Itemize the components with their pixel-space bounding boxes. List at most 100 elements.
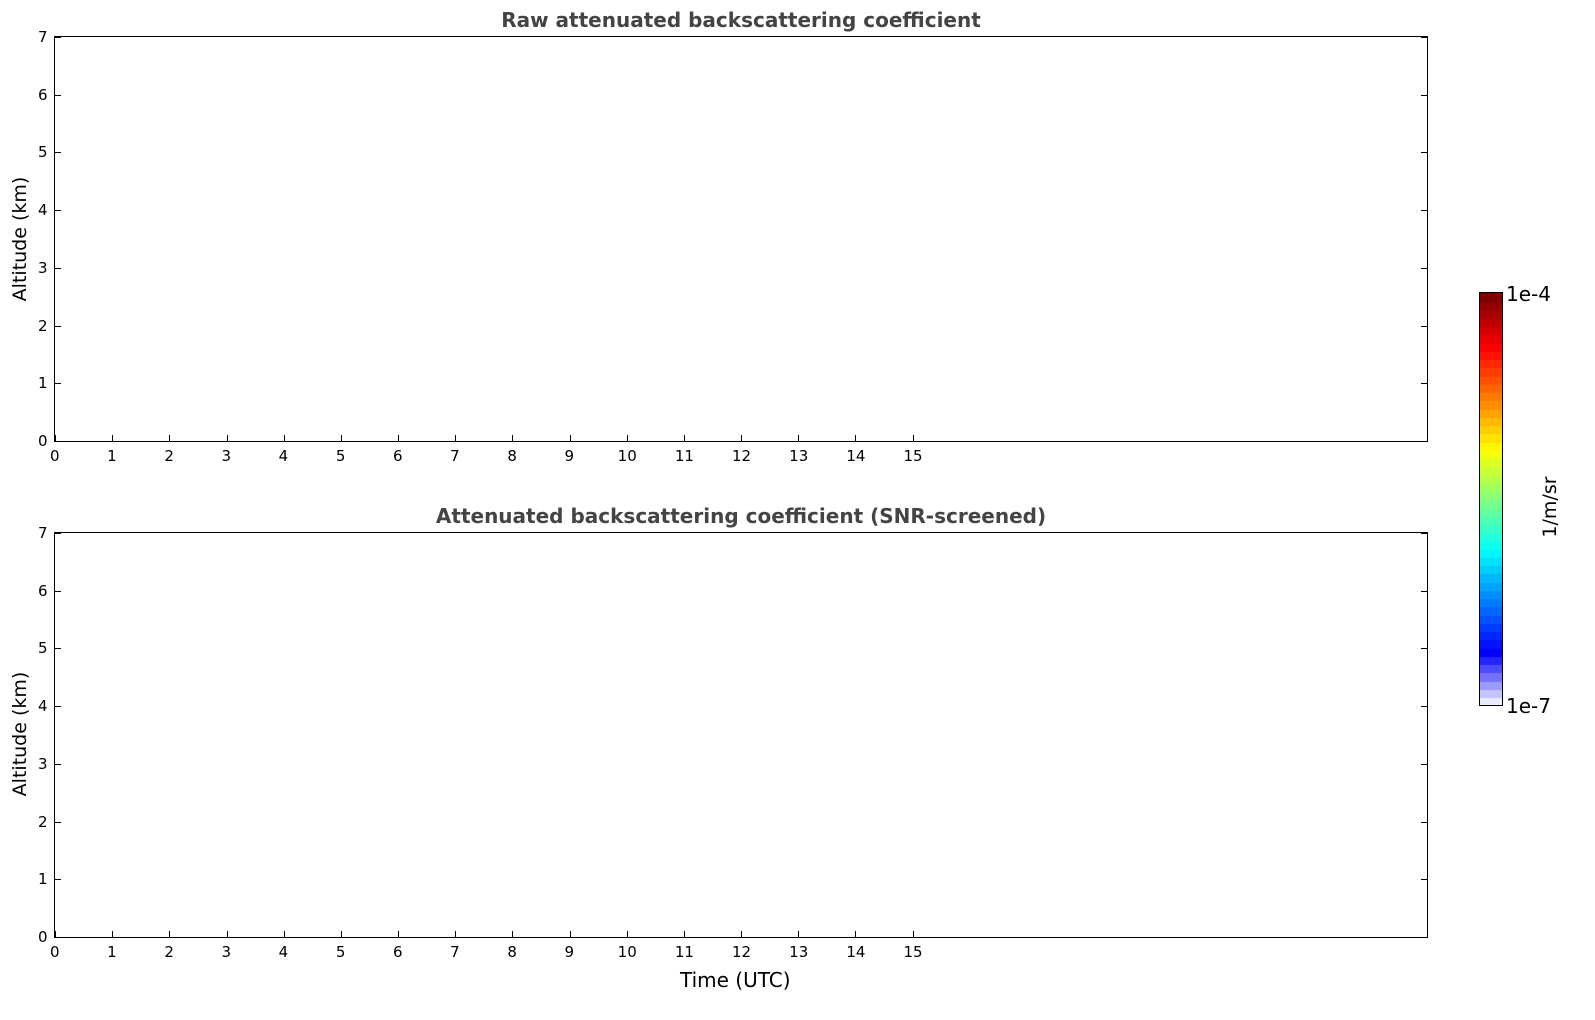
panel1-ytick [55,37,61,38]
panel1-ytick [1421,325,1427,327]
panel2-xtick [398,931,399,937]
panel1-frame [54,36,1428,442]
panel2-frame [54,532,1428,938]
panel2-xtick-label: 15 [903,943,923,961]
panel2-xtick [283,931,285,937]
panel1-ytick [1421,37,1427,38]
panel1-xtick-label: 7 [450,447,460,465]
panel1-xtick [683,435,685,441]
panel1-xtick-label: 1 [107,447,117,465]
panel2-xtick [569,931,571,937]
panel1-ytick [55,441,61,442]
panel2-xtick-label: 8 [507,943,517,961]
panel1-xtick-label: 13 [789,447,809,465]
panel2-xtick-label: 5 [335,943,346,961]
panel2-xtick-label: 2 [164,943,174,961]
panel2-xtick-label: 1 [107,943,117,961]
panel2-ytick-label: 4 [38,697,48,716]
panel2-xtick [112,931,114,937]
panel1-xtick-label: 14 [846,447,866,465]
panel2-xtick-label: 4 [278,943,289,961]
panel1-title: Raw attenuated backscattering coefficien… [501,8,981,32]
panel1-ytick [55,267,61,269]
panel2-ytick [55,879,61,881]
panel2-xtick [855,931,857,937]
panel1-xtick-label: 5 [335,447,346,465]
panel2-xtick [912,931,914,937]
panel2-xtick [512,931,514,937]
panel1-xtick-label: 10 [617,447,637,465]
panel2-xtick-label: 14 [846,943,866,961]
panel1-xtick-label: 12 [732,447,752,465]
panel1-ytick [1421,94,1427,96]
panel1-ytick [1421,383,1427,385]
panel2-ytick-label: 5 [38,639,48,658]
panel1-xtick [112,435,114,441]
panel1-xtick-label: 0 [50,447,60,465]
panel1-ytick [55,210,61,212]
panel2-ytick [55,648,61,650]
panel1-xtick [798,435,800,441]
panel2-ytick-label: 1 [38,870,48,889]
panel1-ytick-label: 7 [38,28,48,46]
panel1-xtick-label: 9 [564,447,575,465]
panel1-xtick [855,435,857,441]
panel1-ytick-label: 6 [38,85,48,104]
panel2-xtick-label: 7 [450,943,460,961]
panel2-ytick [1421,590,1427,592]
panel2-xtick [683,931,685,937]
panel1-ytick [1421,441,1427,442]
panel1-ytick-label: 2 [38,316,48,335]
panel1-xtick-label: 4 [278,447,289,465]
panel2-ytick [1421,821,1427,823]
panel2-ytick-label: 6 [38,581,48,600]
panel1-xtick-label: 3 [221,447,232,465]
panel2-ytick [55,821,61,823]
panel1-xtick [455,435,457,441]
panel1-ytick [1421,152,1427,154]
panel2-ytick-label: 2 [38,812,48,831]
panel2-ytick [55,590,61,592]
panel2-xlabel: Time (UTC) [680,968,791,992]
panel2-ytick [1421,879,1427,881]
panel1-ytick [55,383,61,385]
panel2-xtick-label: 3 [221,943,232,961]
panel1-ytick [1421,210,1427,212]
panel2-xtick [340,931,342,937]
panel1-xtick [283,435,285,441]
panel1-xtick [912,435,914,441]
panel2-ytick [55,706,61,708]
panel2-ytick-label: 0 [38,928,48,946]
panel1-xtick-label: 15 [903,447,923,465]
panel1-ytick-label: 4 [38,201,48,220]
panel1-xtick-label: 6 [393,447,403,465]
panel1-xtick [512,435,514,441]
panel2-ytick [1421,533,1427,534]
colorbar-unit-label: 1/m/sr [1539,476,1561,538]
panel1-ytick-label: 5 [38,143,48,162]
panel1-ytick [55,152,61,154]
panel2-xtick [169,931,171,937]
panel2-ytick [1421,763,1427,765]
colorbar-min-label: 1e-7 [1506,694,1551,718]
panel2-xtick-label: 12 [732,943,752,961]
panel2-ytick [55,937,61,938]
panel2-xtick [741,931,742,937]
panel2-ytick [1421,648,1427,650]
panel1-xtick [55,435,56,441]
panel1-ylabel: Altitude (km) [9,176,31,302]
panel1-xtick [169,435,171,441]
panel1-xtick-label: 11 [674,447,694,465]
panel2-ytick-label: 7 [38,524,48,542]
panel1-xtick-label: 2 [164,447,174,465]
panel2-xtick-label: 6 [393,943,403,961]
panel2-ytick [1421,706,1427,708]
panel1-xtick [398,435,399,441]
colorbar-max-label: 1e-4 [1506,282,1551,306]
panel2-xtick [226,931,228,937]
panel2-xtick [55,931,56,937]
panel2-xtick [798,931,800,937]
panel2-title: Attenuated backscattering coefficient (S… [435,504,1047,528]
panel2-xtick-label: 10 [617,943,637,961]
panel2-xtick-label: 11 [674,943,694,961]
